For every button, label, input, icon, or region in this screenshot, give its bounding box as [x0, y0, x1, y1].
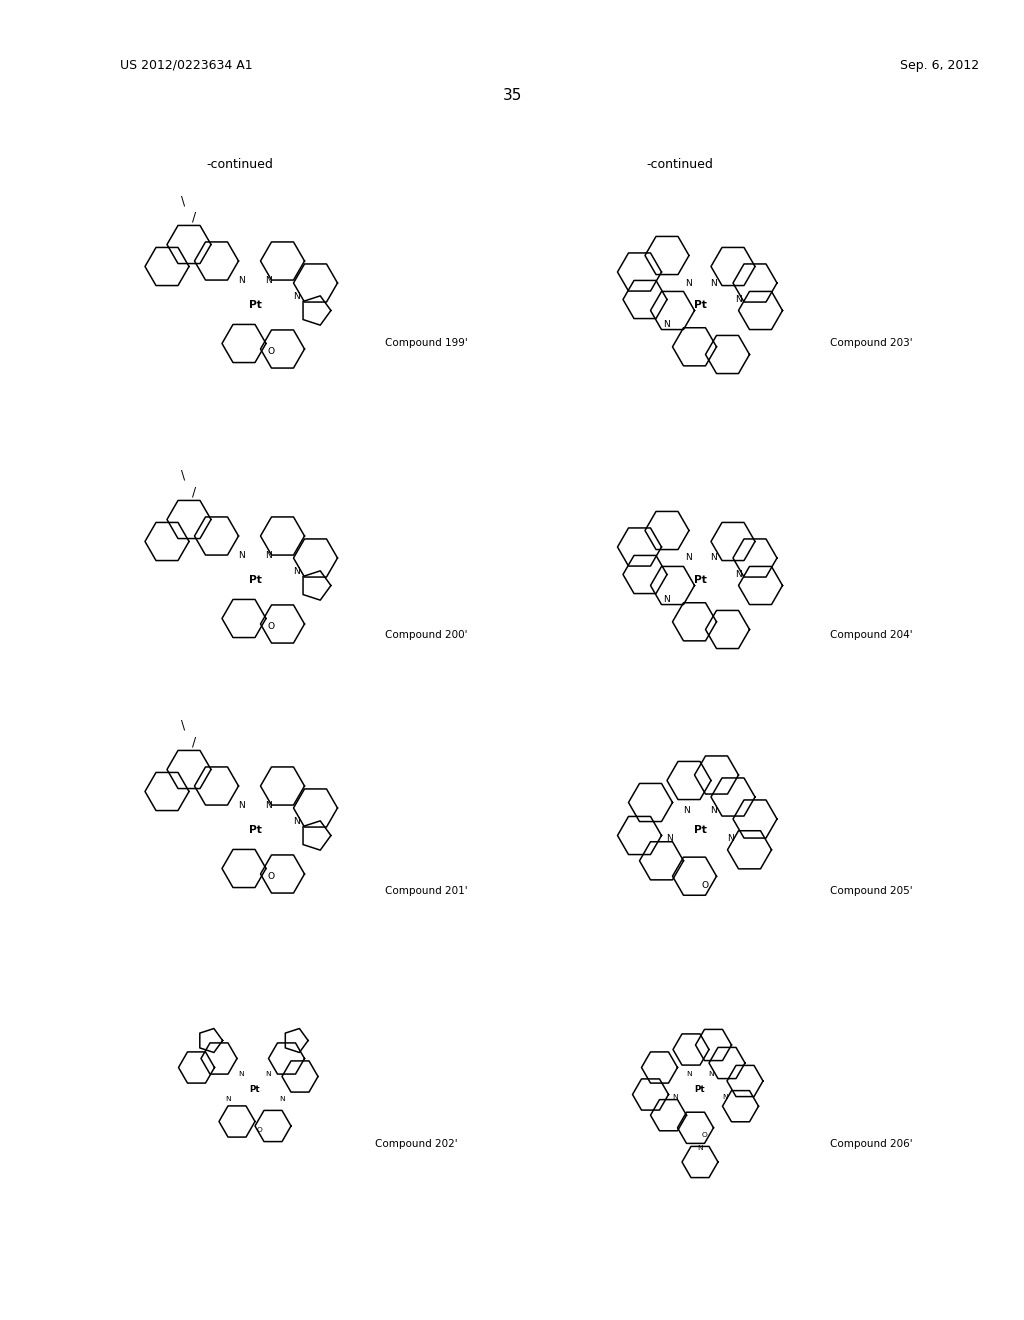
- Text: Compound 200': Compound 200': [385, 630, 468, 640]
- Text: O: O: [268, 347, 275, 355]
- Text: N: N: [239, 1071, 245, 1077]
- Text: Pt: Pt: [693, 300, 707, 310]
- Text: \: \: [181, 469, 185, 482]
- Text: Pt: Pt: [693, 576, 707, 585]
- Text: N: N: [265, 552, 271, 560]
- Text: N: N: [239, 801, 245, 810]
- Text: Pt: Pt: [250, 1085, 260, 1094]
- Text: N: N: [686, 1071, 692, 1077]
- Text: N: N: [265, 1071, 271, 1077]
- Text: N: N: [708, 1071, 714, 1077]
- Text: N: N: [697, 1146, 702, 1151]
- Text: Pt: Pt: [249, 300, 261, 310]
- Text: N: N: [664, 595, 671, 605]
- Text: -continued: -continued: [646, 158, 714, 172]
- Text: \: \: [181, 719, 185, 733]
- Text: N: N: [672, 1094, 678, 1100]
- Text: -continued: -continued: [207, 158, 273, 172]
- Text: /: /: [193, 486, 197, 499]
- Text: N: N: [664, 321, 671, 329]
- Text: Pt: Pt: [694, 1085, 706, 1094]
- Text: N: N: [727, 834, 734, 843]
- Text: N: N: [683, 805, 690, 814]
- Text: N: N: [735, 294, 741, 304]
- Text: Compound 205': Compound 205': [830, 886, 912, 895]
- Text: N: N: [686, 553, 692, 562]
- Text: Pt: Pt: [249, 825, 261, 836]
- Text: O: O: [268, 871, 275, 880]
- Text: N: N: [735, 570, 741, 579]
- Text: /: /: [193, 735, 197, 748]
- Text: N: N: [722, 1094, 728, 1100]
- Text: N: N: [710, 805, 717, 814]
- Text: Compound 199': Compound 199': [385, 338, 468, 348]
- Text: N: N: [265, 276, 271, 285]
- Text: O: O: [257, 1127, 262, 1134]
- Text: N: N: [294, 817, 300, 826]
- Text: O: O: [268, 622, 275, 631]
- Text: N: N: [294, 292, 300, 301]
- Text: Compound 204': Compound 204': [830, 630, 912, 640]
- Text: N: N: [239, 276, 245, 285]
- Text: N: N: [710, 553, 717, 562]
- Text: /: /: [193, 210, 197, 223]
- Text: N: N: [265, 801, 271, 810]
- Text: N: N: [666, 834, 673, 843]
- Text: Compound 206': Compound 206': [830, 1139, 912, 1148]
- Text: N: N: [280, 1096, 285, 1102]
- Text: N: N: [225, 1096, 230, 1102]
- Text: Compound 203': Compound 203': [830, 338, 912, 348]
- Text: \: \: [181, 194, 185, 207]
- Text: N: N: [239, 552, 245, 560]
- Text: N: N: [686, 279, 692, 288]
- Text: N: N: [294, 566, 300, 576]
- Text: US 2012/0223634 A1: US 2012/0223634 A1: [120, 58, 253, 71]
- Text: 35: 35: [503, 87, 521, 103]
- Text: Pt: Pt: [693, 825, 707, 836]
- Text: O: O: [701, 1133, 708, 1138]
- Text: N: N: [710, 279, 717, 288]
- Text: Compound 202': Compound 202': [375, 1139, 458, 1148]
- Text: Pt: Pt: [249, 576, 261, 585]
- Text: O: O: [701, 880, 709, 890]
- Text: Compound 201': Compound 201': [385, 886, 468, 895]
- Text: Sep. 6, 2012: Sep. 6, 2012: [900, 58, 979, 71]
